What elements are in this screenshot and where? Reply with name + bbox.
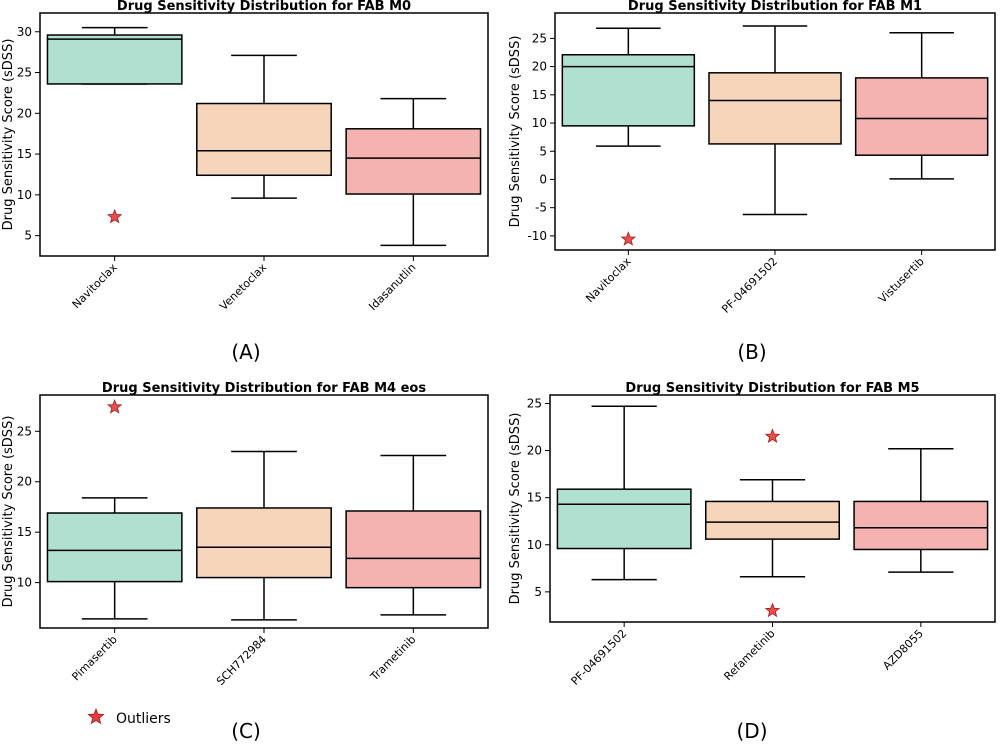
box-pf-04691502 xyxy=(556,405,692,581)
y-axis-label: Drug Sensitivity Score (sDSS) xyxy=(1,39,16,231)
box-navitoclax xyxy=(46,26,183,224)
x-tick-label: PF-04691502 xyxy=(719,255,780,316)
iqr-box xyxy=(561,54,696,127)
y-tick-label: 20 xyxy=(17,106,32,120)
box-refametinib xyxy=(705,428,840,618)
outlier-star xyxy=(764,428,781,444)
x-tick-label: Idasanutlin xyxy=(366,261,418,313)
iqr-box xyxy=(853,500,989,551)
outlier-star xyxy=(106,208,123,224)
y-tick-label: 30 xyxy=(17,25,32,39)
legend: Outliers xyxy=(87,707,171,727)
iqr-box xyxy=(708,72,842,145)
y-tick-label: 15 xyxy=(17,147,32,161)
box-pimasertib xyxy=(46,398,183,620)
star-icon xyxy=(87,707,105,725)
y-tick-label: 5 xyxy=(539,144,547,158)
chart-panel-2: Drug Sensitivity Distribution for FAB M1… xyxy=(508,0,996,364)
x-tick-label: Trametinib xyxy=(367,633,418,684)
y-tick-label: 0 xyxy=(539,172,547,186)
box-trametinib xyxy=(345,454,482,616)
y-tick-label: 5 xyxy=(24,229,32,243)
plot-frame xyxy=(39,394,489,629)
iqr-box xyxy=(345,510,482,589)
y-tick-label: 25 xyxy=(527,396,542,410)
y-tick-label: 15 xyxy=(17,525,32,539)
y-tick-label: 20 xyxy=(532,60,547,74)
plot-frame xyxy=(554,12,996,251)
y-tick-label: 10 xyxy=(17,188,32,202)
box-idasanutlin xyxy=(345,97,482,247)
chart-title: Drug Sensitivity Distribution for FAB M5 xyxy=(625,381,919,396)
y-tick-label: 10 xyxy=(527,538,542,552)
x-tick-label: Refametinib xyxy=(721,627,777,683)
y-tick-label: 25 xyxy=(17,424,32,438)
y-tick-label: 10 xyxy=(17,576,32,590)
y-axis-label: Drug Sensitivity Score (sDSS) xyxy=(508,413,523,605)
plot-frame xyxy=(549,394,996,623)
panel-label: (A) xyxy=(231,340,260,364)
y-tick-label: -5 xyxy=(535,201,547,215)
y-axis-label: Drug Sensitivity Score (sDSS) xyxy=(508,36,523,228)
iqr-box xyxy=(46,34,183,85)
x-tick-label: Pimasertib xyxy=(69,633,119,683)
x-tick-label: Navitoclax xyxy=(583,255,634,306)
iqr-box xyxy=(345,128,482,195)
y-tick-label: 15 xyxy=(532,88,547,102)
iqr-box xyxy=(854,77,989,156)
box-azd8055 xyxy=(853,447,989,573)
y-tick-label: 5 xyxy=(534,585,542,599)
box-sch772984 xyxy=(196,450,332,621)
panel-label: (B) xyxy=(737,340,766,364)
iqr-box xyxy=(705,500,840,540)
x-tick-label: AZD8055 xyxy=(880,627,926,673)
chart-title: Drug Sensitivity Distribution for FAB M1 xyxy=(628,0,922,14)
iqr-box xyxy=(196,102,332,177)
y-tick-label: 20 xyxy=(527,444,542,458)
x-tick-label: Vistusertib xyxy=(876,255,927,306)
outlier-star xyxy=(620,231,637,246)
chart-panel-3: Drug Sensitivity Distribution for FAB M4… xyxy=(1,381,489,743)
x-tick-label: Venetoclax xyxy=(217,261,269,313)
x-tick-label: SCH772984 xyxy=(214,633,269,688)
chart-title: Drug Sensitivity Distribution for FAB M4… xyxy=(102,381,426,396)
y-tick-label: 10 xyxy=(532,116,547,130)
chart-panel-1: Drug Sensitivity Distribution for FAB M0… xyxy=(1,0,489,364)
legend-label: Outliers xyxy=(116,711,171,727)
y-tick-label: -10 xyxy=(527,229,547,243)
y-tick-label: 20 xyxy=(17,475,32,489)
x-tick-label: Navitoclax xyxy=(70,261,121,312)
panel-label: (D) xyxy=(736,719,767,741)
iqr-box xyxy=(46,512,183,583)
iqr-box xyxy=(196,507,332,579)
panel-label: (C) xyxy=(231,719,261,741)
box-pf-04691502 xyxy=(708,25,842,216)
y-tick-label: 25 xyxy=(17,66,32,80)
chart-panel-4: Drug Sensitivity Distribution for FAB M5… xyxy=(508,381,996,743)
outlier-star xyxy=(764,602,781,618)
y-tick-label: 15 xyxy=(527,491,542,505)
x-tick-label: PF-04691502 xyxy=(569,627,630,688)
box-venetoclax xyxy=(196,54,332,199)
y-axis-label: Drug Sensitivity Score (sDSS) xyxy=(1,416,16,608)
chart-title: Drug Sensitivity Distribution for FAB M0 xyxy=(117,0,411,14)
box-navitoclax xyxy=(561,27,696,246)
iqr-box xyxy=(556,488,692,550)
plot-frame xyxy=(39,12,489,257)
y-tick-label: 25 xyxy=(532,31,547,45)
box-vistusertib xyxy=(854,32,989,180)
outlier-star xyxy=(106,398,123,414)
